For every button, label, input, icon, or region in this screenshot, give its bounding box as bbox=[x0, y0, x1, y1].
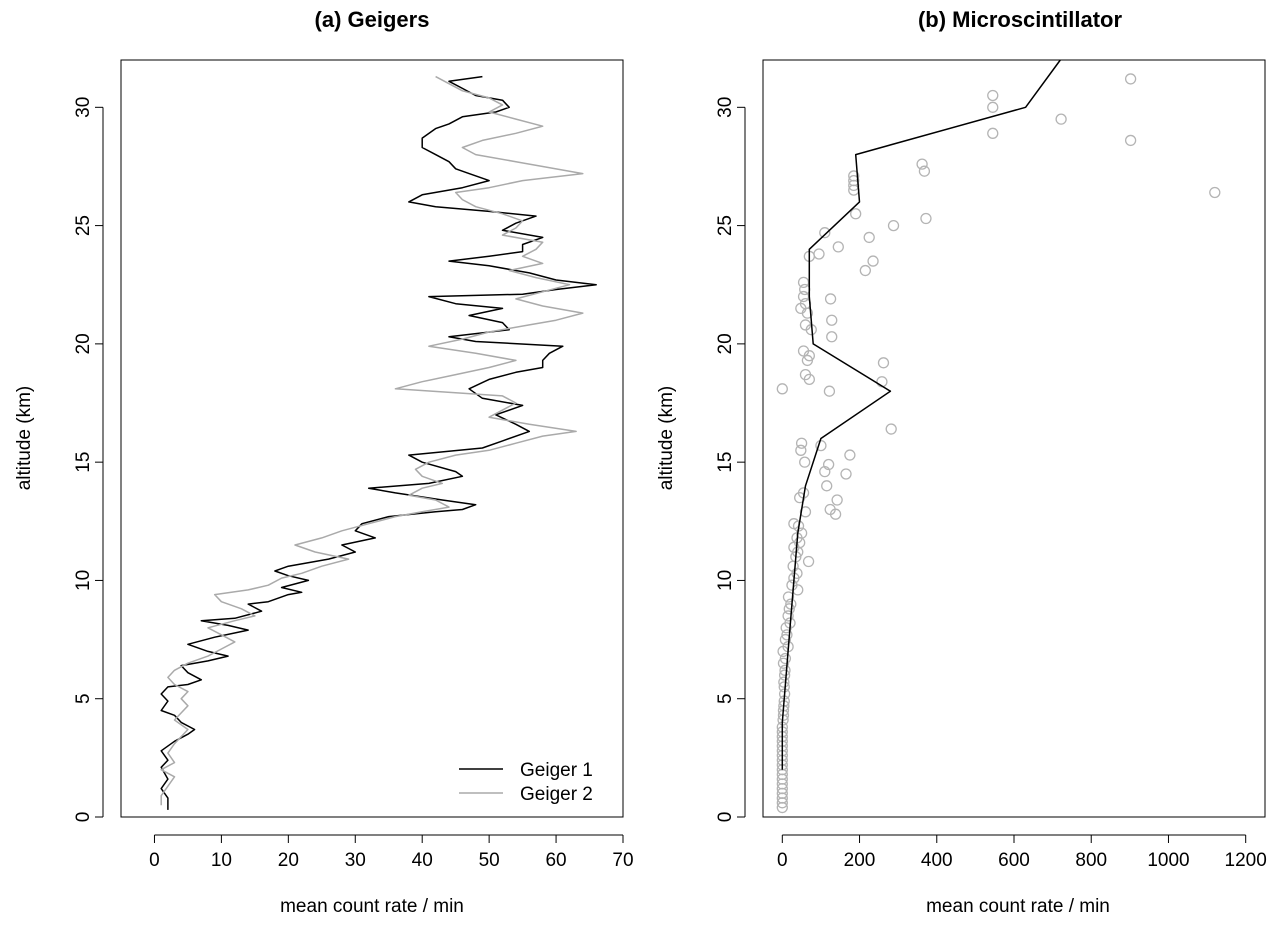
y-tick-label-microscintillator-0: 0 bbox=[715, 812, 736, 823]
x-tick-label-microscintillator-3: 600 bbox=[998, 850, 1030, 871]
data-point-microscintillator-70 bbox=[777, 384, 787, 394]
y-tick-label-geigers-4: 20 bbox=[73, 333, 94, 354]
data-point-microscintillator-99 bbox=[851, 209, 861, 219]
plot-frame-microscintillator bbox=[763, 60, 1265, 817]
data-point-microscintillator-66 bbox=[845, 450, 855, 460]
x-tick-label-geigers-1: 10 bbox=[211, 850, 232, 871]
x-tick-label-microscintillator-6: 1200 bbox=[1225, 850, 1267, 871]
data-point-microscintillator-58 bbox=[832, 495, 842, 505]
x-tick-label-microscintillator-2: 400 bbox=[921, 850, 953, 871]
y-axis-geigers: 0 5 10 15 20 25 30 bbox=[73, 97, 103, 823]
data-point-microscintillator-45 bbox=[804, 557, 814, 567]
x-axis-geigers: 0 10 20 30 40 50 60 70 bbox=[149, 835, 633, 871]
x-tick-label-geigers-2: 20 bbox=[278, 850, 299, 871]
data-point-microscintillator-82 bbox=[827, 315, 837, 325]
data-point-microscintillator-87 bbox=[799, 292, 809, 302]
data-point-microscintillator-90 bbox=[860, 266, 870, 276]
y-tick-label-geigers-6: 30 bbox=[73, 97, 94, 118]
data-point-microscintillator-104 bbox=[917, 159, 927, 169]
data-point-microscintillator-89 bbox=[799, 277, 809, 287]
y-tick-label-geigers-3: 15 bbox=[73, 452, 94, 473]
data-point-microscintillator-112 bbox=[1126, 74, 1136, 84]
data-point-microscintillator-107 bbox=[1126, 135, 1136, 145]
data-point-microscintillator-67 bbox=[797, 438, 807, 448]
data-point-microscintillator-95 bbox=[864, 232, 874, 242]
data-point-microscintillator-75 bbox=[878, 358, 888, 368]
x-axis-microscintillator: 0 200 400 600 800 1000 1200 bbox=[777, 835, 1267, 871]
x-axis-label-microscintillator: mean count rate / min bbox=[926, 896, 1110, 917]
data-point-microscintillator-111 bbox=[988, 90, 998, 100]
panel-microscintillator: (b) Microscintillator 0 200 400 600 800 1000 1… bbox=[656, 7, 1267, 917]
y-tick-label-microscintillator-2: 10 bbox=[715, 570, 736, 591]
y-tick-label-microscintillator-1: 5 bbox=[715, 693, 736, 704]
x-tick-label-microscintillator-5: 1000 bbox=[1147, 850, 1189, 871]
plot-area-microscintillator bbox=[777, 60, 1219, 813]
data-point-microscintillator-98 bbox=[921, 213, 931, 223]
x-tick-label-geigers-6: 60 bbox=[545, 850, 566, 871]
data-point-microscintillator-93 bbox=[814, 249, 824, 259]
legend-label-geiger-1: Geiger 1 bbox=[520, 760, 593, 781]
data-point-microscintillator-88 bbox=[800, 284, 810, 294]
data-point-microscintillator-94 bbox=[833, 242, 843, 252]
series-geigers-geiger-2 bbox=[161, 77, 583, 806]
data-point-microscintillator-85 bbox=[826, 294, 836, 304]
data-point-microscintillator-105 bbox=[919, 166, 929, 176]
plot-frame-geigers bbox=[121, 60, 623, 817]
x-tick-label-microscintillator-1: 200 bbox=[844, 850, 876, 871]
series-microscintillator-line-1 bbox=[782, 60, 1060, 770]
data-point-microscintillator-110 bbox=[988, 102, 998, 112]
x-tick-label-microscintillator-0: 0 bbox=[777, 850, 788, 871]
data-point-microscintillator-79 bbox=[827, 332, 837, 342]
data-point-microscintillator-69 bbox=[886, 424, 896, 434]
series-geigers-geiger-1 bbox=[161, 77, 596, 810]
x-tick-label-microscintillator-4: 800 bbox=[1075, 850, 1107, 871]
panel-geigers: (a) Geigers 0 10 20 30 40 50 60 70 0 5 10 15 20 25 30… bbox=[14, 7, 634, 917]
y-tick-label-geigers-1: 5 bbox=[73, 693, 94, 704]
data-point-microscintillator-109 bbox=[1056, 114, 1066, 124]
x-tick-label-geigers-7: 70 bbox=[612, 850, 633, 871]
chart-title-geigers: (a) Geigers bbox=[315, 7, 430, 32]
x-tick-label-geigers-4: 40 bbox=[412, 850, 433, 871]
y-tick-label-microscintillator-5: 25 bbox=[715, 215, 736, 236]
data-point-microscintillator-91 bbox=[868, 256, 878, 266]
plot-area-geigers bbox=[161, 77, 596, 810]
data-point-microscintillator-108 bbox=[988, 128, 998, 138]
chart-title-microscintillator: (b) Microscintillator bbox=[918, 7, 1123, 32]
legend: Geiger 1 Geiger 2 bbox=[459, 760, 593, 805]
y-axis-label-microscintillator: altitude (km) bbox=[656, 386, 677, 491]
data-point-microscintillator-97 bbox=[889, 221, 899, 231]
x-tick-label-geigers-3: 30 bbox=[345, 850, 366, 871]
x-axis-label-geigers: mean count rate / min bbox=[280, 896, 464, 917]
data-point-microscintillator-60 bbox=[822, 481, 832, 491]
y-tick-label-geigers-0: 0 bbox=[73, 812, 94, 823]
y-tick-label-microscintillator-3: 15 bbox=[715, 452, 736, 473]
y-axis-label-geigers: altitude (km) bbox=[14, 386, 35, 491]
data-point-microscintillator-63 bbox=[800, 457, 810, 467]
x-tick-label-geigers-5: 50 bbox=[479, 850, 500, 871]
y-tick-label-geigers-2: 10 bbox=[73, 570, 94, 591]
y-tick-label-geigers-5: 25 bbox=[73, 215, 94, 236]
x-tick-label-geigers-0: 0 bbox=[149, 850, 160, 871]
data-point-microscintillator-96 bbox=[820, 228, 830, 238]
y-tick-label-microscintillator-4: 20 bbox=[715, 333, 736, 354]
data-point-microscintillator-106 bbox=[1210, 187, 1220, 197]
y-axis-microscintillator: 0 5 10 15 20 25 30 bbox=[715, 97, 745, 823]
data-point-microscintillator-71 bbox=[824, 386, 834, 396]
data-point-microscintillator-64 bbox=[841, 469, 851, 479]
legend-label-geiger-2: Geiger 2 bbox=[520, 784, 593, 805]
y-tick-label-microscintillator-6: 30 bbox=[715, 97, 736, 118]
